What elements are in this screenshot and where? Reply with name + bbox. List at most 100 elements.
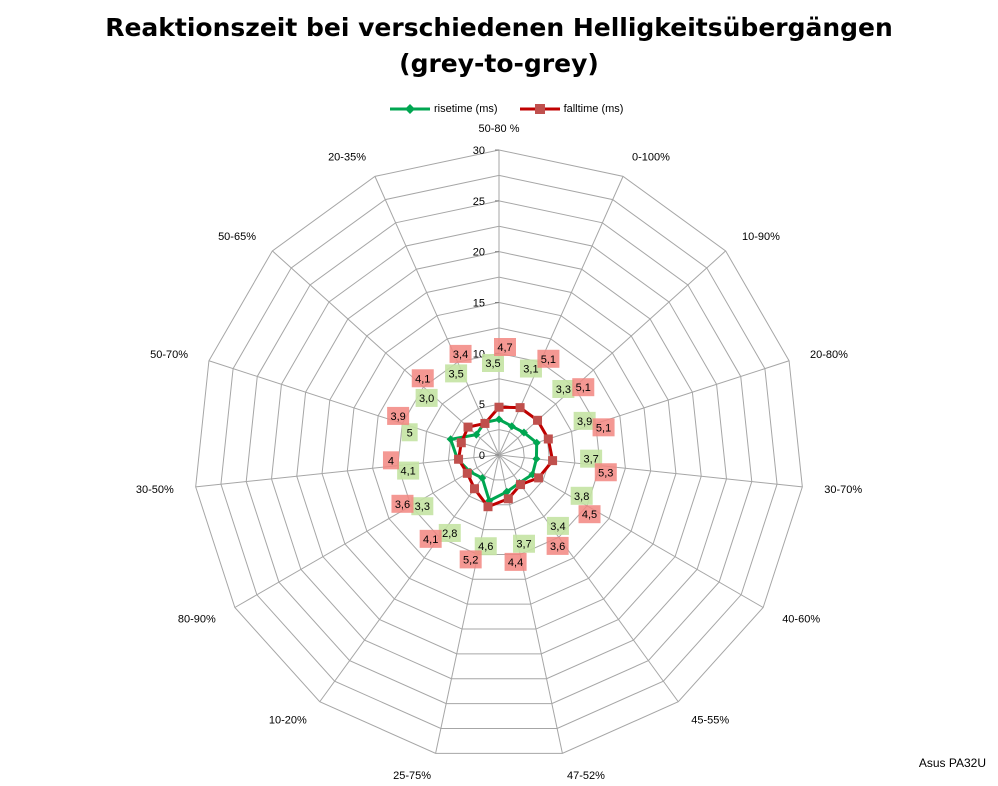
risetime-data-label: 3,4 [550,521,565,533]
category-label: 20-80% [810,349,848,361]
grid-spoke [374,176,500,456]
risetime-marker [446,435,455,444]
category-label: 25-75% [393,770,431,782]
falltime-label-box [459,550,482,569]
risetime-marker [472,430,481,439]
falltime-label-box [578,505,601,524]
falltime-marker [503,494,513,504]
falltime-marker [469,484,479,494]
risetime-data-label: 3,0 [419,393,434,405]
risetime-data-label: 5 [407,427,413,439]
risetime-label-box [580,449,603,468]
chart-title-line1: Reaktionszeit bei verschiedenen Helligke… [105,13,893,42]
category-labels: 50-80 % 0-100% 10-90% 20-80% 30-70% 40-60% 45-… [136,123,862,782]
falltime-marker [454,454,464,464]
falltime-marker [548,456,558,466]
falltime-marker [515,403,525,413]
falltime-data-label: 3,6 [395,499,410,511]
falltime-label-box [419,529,442,548]
grid-spoke [195,454,500,488]
falltime-label-box [387,406,410,425]
legend-swatch-risetime [390,104,430,114]
falltime-marker [483,502,493,512]
radial-axis-ticks: 0 5 10 15 20 25 30 [473,145,499,462]
grid-ring [321,276,677,630]
falltime-label-box [546,536,569,555]
series-line-falltime [457,405,555,509]
falltime-data-label: 5,3 [598,467,613,479]
falltime-label-box [494,338,516,356]
chart-title-line2: (grey-to-grey) [399,49,599,78]
falltime-marker [462,468,472,478]
grid-spoke [498,454,679,703]
grid-ring [372,327,626,580]
grid-spoke [498,454,563,754]
watermark: Asus PA32U [918,756,986,770]
radial-tick-label: 20 [473,247,485,259]
risetime-data-label: 3,3 [415,501,430,513]
risetime-label-box [438,523,461,542]
risetime-marker [532,454,541,463]
risetime-data-label: 3,5 [485,358,500,370]
grid-ring [422,378,576,531]
falltime-marker [480,418,490,428]
risetime-label-box [570,486,593,505]
falltime-label-box [411,369,434,388]
grid-spoke [234,454,500,608]
risetime-data-label: 2,8 [442,528,457,540]
risetime-marker [502,487,511,496]
risetime-label-box [445,364,468,383]
falltime-label-box [382,451,399,470]
falltime-label-box [537,349,560,368]
falltime-marker [456,438,466,448]
falltime-label-box [504,552,527,571]
category-label: 40-60% [782,614,820,626]
falltime-data-label: 5,1 [576,382,591,394]
risetime-data-label: 4,6 [478,541,493,553]
risetime-data-label: 3,7 [583,454,598,466]
radial-tick-label: 0 [479,450,485,462]
category-label: 10-90% [742,231,780,243]
falltime-marker [543,434,553,444]
legend-item-risetime: risetime (ms) [390,103,498,115]
chart-title: Reaktionszeit bei verschiedenen Helligke… [0,10,998,82]
falltime-data-label: 3,6 [550,541,565,553]
radial-tick-label: 15 [473,298,485,310]
falltime-marker [463,422,473,432]
category-label: 80-90% [178,614,216,626]
risetime-data-label: 3,7 [516,539,531,551]
grid-spoke [319,454,500,703]
radial-tick-label: 10 [473,348,485,360]
category-label: 47-52% [567,770,605,782]
category-label: 30-70% [824,484,862,496]
category-label: 45-55% [691,715,729,727]
radial-tick-label: 30 [473,145,485,157]
category-label: 50-80 % [479,123,520,135]
falltime-data-label: 5,2 [463,554,478,566]
risetime-label-box [401,423,418,442]
risetime-marker [519,428,528,437]
risetime-data-label: 3,3 [556,384,571,396]
risetime-data-label: 4,1 [400,466,415,478]
risetime-label-box [482,354,504,372]
grid-ring [296,251,702,655]
radial-tick-label: 25 [473,196,485,208]
category-label: 50-65% [218,231,256,243]
risetime-marker [532,438,541,447]
falltime-data-label: 4,5 [582,509,597,521]
grid-ring [397,352,601,555]
risetime-marker [495,415,503,424]
data-labels: 3,5 3,1 3,3 3,9 3,7 3,8 3,4 3,7 4,6 2,8 3,3 4,1 5 3,0… [382,338,617,571]
falltime-label-box [391,494,414,513]
grid-ring [195,149,803,754]
risetime-label-box [397,461,420,480]
falltime-marker [494,402,504,412]
category-label: 30-50% [136,484,174,496]
falltime-label-box [449,344,472,363]
falltime-data-label: 4,4 [508,557,523,569]
falltime-marker [533,415,543,425]
legend-swatch-falltime [519,104,560,114]
risetime-marker [507,422,516,431]
radar-grid [195,149,803,754]
